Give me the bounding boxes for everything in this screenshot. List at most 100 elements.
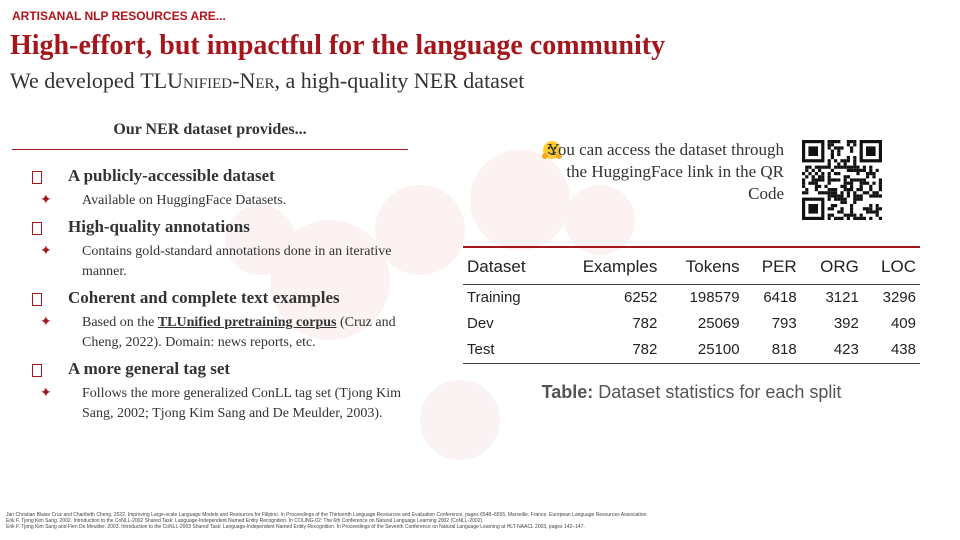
qr-module xyxy=(850,165,854,169)
qr-module xyxy=(834,204,838,208)
qr-module xyxy=(869,188,873,192)
item-detail: ✦ Follows the more generalized ConLL tag … xyxy=(30,384,415,424)
qr-module xyxy=(846,188,850,192)
item-title: Coherent and complete text examples xyxy=(30,288,415,308)
footnote: Erik F. Tjong Kim Sang. 2002. Introducti… xyxy=(6,518,484,524)
qr-module xyxy=(827,178,831,182)
qr-module xyxy=(814,178,818,182)
qr-module xyxy=(850,146,854,150)
qr-module xyxy=(875,204,879,208)
qr-module xyxy=(834,159,838,163)
dataset-name: TLUnified-Ner xyxy=(140,68,275,93)
qr-module xyxy=(856,197,860,201)
qr-module xyxy=(846,194,850,198)
qr-code[interactable] xyxy=(802,140,882,220)
qr-module xyxy=(840,159,844,163)
qr-module xyxy=(843,159,847,163)
qr-module xyxy=(843,178,847,182)
qr-module xyxy=(834,140,838,144)
table-cell: 25069 xyxy=(697,315,740,332)
qr-module xyxy=(830,143,834,147)
table-cell: 782 xyxy=(632,315,658,332)
qr-module xyxy=(853,216,857,220)
item-detail: ✦ Contains gold-standard annotations done… xyxy=(30,242,415,282)
qr-module xyxy=(827,162,831,166)
qr-module xyxy=(843,165,847,169)
qr-module xyxy=(837,146,841,150)
qr-module xyxy=(830,213,834,217)
qr-module xyxy=(869,184,873,188)
table-cell: 3121 xyxy=(825,289,859,306)
qr-module xyxy=(862,181,866,185)
qr-module xyxy=(875,210,879,214)
table-row: Training 6252 198579 6418 3121 3296 xyxy=(463,285,920,312)
table-row: Test 782 25100 818 423 438 xyxy=(463,337,920,364)
qr-module xyxy=(837,140,841,144)
table-cell: 3296 xyxy=(882,289,916,306)
section-heading: Our NER dataset provides... xyxy=(12,121,408,150)
qr-module xyxy=(846,140,850,144)
qr-module xyxy=(843,213,847,217)
qr-module xyxy=(802,184,806,188)
qr-module xyxy=(853,213,857,217)
qr-module xyxy=(866,146,876,156)
qr-module xyxy=(818,168,822,172)
qr-module xyxy=(869,216,873,220)
qr-module xyxy=(830,149,834,153)
qr-module xyxy=(837,210,841,214)
qr-module xyxy=(818,184,822,188)
table-cell: 198579 xyxy=(689,289,740,306)
qr-module xyxy=(856,178,860,182)
kicker: ARTISANAL NLP RESOURCES ARE... xyxy=(12,9,226,23)
item-detail: ✦ Based on the TLUnified pretraining corp… xyxy=(30,313,415,353)
qr-module xyxy=(834,216,838,220)
qr-module xyxy=(808,172,812,176)
footnotes: Jan Christian Blaise Cruz and Charibeth … xyxy=(6,512,946,530)
qr-module xyxy=(859,194,863,198)
item-title: High-quality annotations xyxy=(30,217,415,237)
qr-module xyxy=(856,168,860,172)
caption-text: Dataset statistics for each split xyxy=(593,382,842,402)
qr-module xyxy=(862,207,866,211)
corpus-link[interactable]: TLUnified pretraining corpus xyxy=(157,315,337,330)
qr-module xyxy=(875,207,879,211)
qr-module xyxy=(853,197,857,201)
qr-module xyxy=(843,162,847,166)
qr-module xyxy=(837,172,841,176)
qr-module xyxy=(808,165,812,169)
qr-module xyxy=(802,172,806,176)
qr-module xyxy=(856,165,860,169)
qr-caption: You can access the dataset through the H… xyxy=(547,140,784,203)
column-header: LOC xyxy=(862,247,920,285)
qr-module xyxy=(878,207,882,211)
qr-module xyxy=(846,143,850,147)
qr-module xyxy=(824,184,828,188)
qr-module xyxy=(869,194,873,198)
qr-module xyxy=(811,178,815,182)
footnote: Jan Christian Blaise Cruz and Charibeth … xyxy=(6,512,648,518)
qr-module xyxy=(840,184,844,188)
column-header: Dataset xyxy=(463,247,552,285)
footnote: Erik F. Tjong Kim Sang and Fien De Meuld… xyxy=(6,524,585,530)
qr-module xyxy=(837,216,841,220)
qr-module xyxy=(856,188,860,192)
table-cell: 793 xyxy=(771,315,797,332)
qr-module xyxy=(869,210,873,214)
qr-module xyxy=(875,213,879,217)
qr-module xyxy=(850,181,854,185)
qr-module xyxy=(814,184,818,188)
qr-module xyxy=(846,216,850,220)
qr-module xyxy=(840,146,844,150)
qr-module xyxy=(840,210,844,214)
qr-module xyxy=(875,168,879,172)
qr-module xyxy=(862,168,866,172)
item-icon xyxy=(32,171,42,184)
qr-module xyxy=(827,197,831,201)
table-cell: 818 xyxy=(771,341,797,358)
qr-module xyxy=(827,191,831,195)
bullet-star: ✦ xyxy=(40,244,52,259)
qr-module xyxy=(866,181,870,185)
qr-module xyxy=(808,204,818,214)
qr-module xyxy=(872,210,876,214)
